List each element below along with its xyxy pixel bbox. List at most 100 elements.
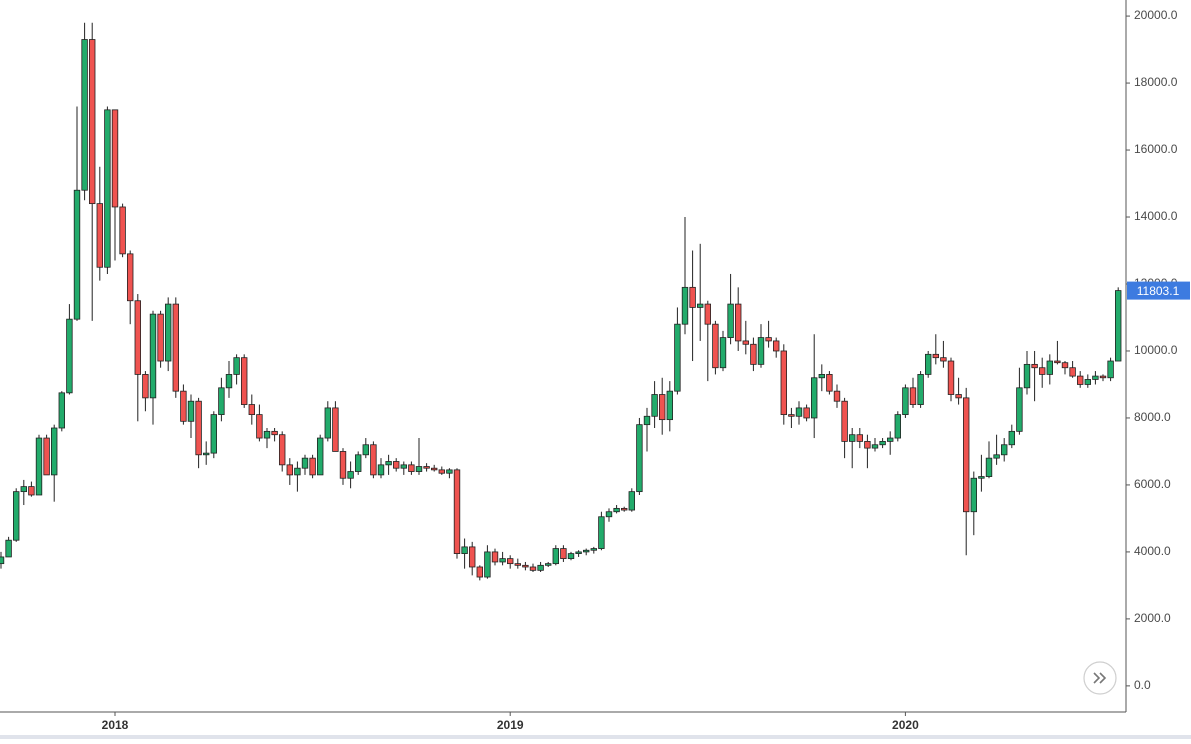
candle-body — [514, 563, 521, 566]
scroll-button[interactable] — [1083, 661, 1117, 695]
candle-body — [651, 394, 658, 417]
candle-body — [73, 189, 81, 320]
candle-body — [788, 414, 795, 417]
candle-body — [970, 477, 977, 513]
candle-body — [392, 461, 400, 469]
candle-body — [598, 516, 605, 549]
scroll-button-icon[interactable] — [1093, 672, 1107, 684]
candle-body — [1001, 444, 1008, 456]
candle-body — [879, 440, 886, 446]
candle-body — [294, 467, 301, 476]
candle-body — [978, 476, 985, 479]
candle-body — [104, 109, 111, 268]
candle-body — [947, 360, 955, 395]
candle-body — [1069, 367, 1076, 377]
candle-body — [955, 394, 962, 399]
candle-body — [43, 437, 50, 476]
candle-body — [408, 464, 415, 472]
candle-body — [119, 206, 126, 255]
candle-body — [339, 451, 347, 479]
y-tick-label: 8000.0 — [1134, 410, 1171, 424]
candle-body — [1099, 375, 1107, 379]
candle-body — [803, 407, 810, 419]
candle-body — [940, 357, 947, 362]
candle-body — [271, 430, 278, 436]
candle-body — [795, 407, 803, 417]
y-tick-label: 4000.0 — [1134, 544, 1171, 558]
candle-body — [833, 390, 841, 402]
candle-body — [28, 486, 35, 496]
y-tick-label: 10000.0 — [1134, 343, 1178, 357]
candle-body — [233, 357, 240, 375]
candle-body — [187, 400, 195, 422]
candle-body — [347, 471, 354, 479]
candle-body — [902, 387, 909, 416]
candle-body — [560, 548, 567, 560]
candle-body — [20, 486, 27, 493]
candle-body — [35, 437, 43, 496]
candle-body — [887, 437, 894, 442]
candle-body — [0, 556, 5, 565]
candle-body — [111, 109, 119, 208]
candle-body — [1023, 363, 1031, 389]
last-price-box — [1127, 281, 1190, 300]
candle-body — [263, 430, 271, 439]
candle-body — [856, 434, 863, 442]
candle-body — [963, 397, 970, 513]
candle-body — [127, 253, 134, 302]
y-tick-label: 2000.0 — [1134, 611, 1171, 625]
candle-body — [157, 313, 164, 362]
candle-body — [240, 357, 248, 405]
bottom-bar — [0, 735, 1191, 739]
candle-body — [210, 414, 217, 454]
candle-body — [575, 551, 582, 554]
candle-body — [765, 337, 772, 342]
candle-body — [818, 374, 825, 379]
candle-body — [506, 558, 514, 565]
y-tick-label: 14000.0 — [1134, 209, 1178, 223]
candle-body — [461, 546, 468, 554]
candle-body — [628, 491, 635, 511]
candle-body — [681, 286, 689, 325]
candle-body — [590, 548, 597, 551]
last-price-label: 11803.1 — [1137, 284, 1180, 298]
candle-body — [750, 343, 757, 365]
candle-body — [932, 353, 939, 359]
candle-body — [453, 469, 461, 554]
candle-body — [757, 337, 765, 365]
candle-body — [202, 452, 210, 456]
candle-body — [993, 454, 1000, 459]
candle-body — [142, 374, 149, 399]
candle-body — [674, 323, 681, 392]
candle-body — [1107, 360, 1114, 379]
y-tick-label: 20000.0 — [1134, 8, 1178, 22]
candle-body — [172, 303, 179, 392]
candle-body — [773, 340, 780, 352]
candle-body — [545, 563, 552, 566]
y-tick-label: 18000.0 — [1134, 75, 1178, 89]
candle-body — [370, 444, 377, 476]
candle-body — [1031, 363, 1038, 369]
candle-body — [354, 454, 362, 472]
candle-body — [636, 424, 643, 493]
candle-body — [332, 407, 339, 452]
x-tick-label: 2020 — [892, 718, 919, 732]
candle-body — [864, 440, 871, 449]
candle-body — [704, 303, 711, 325]
candle-body — [529, 566, 537, 571]
candle-body — [164, 303, 172, 362]
candle-body — [552, 548, 559, 565]
candle-body — [446, 469, 453, 474]
candle-body — [423, 466, 430, 469]
candle-body — [871, 444, 879, 449]
candle-body — [309, 457, 316, 476]
candle-body — [1054, 360, 1061, 364]
candle-body — [719, 337, 727, 369]
candle-body — [659, 394, 666, 421]
candle-body — [438, 469, 445, 474]
candle-body — [894, 414, 901, 439]
candle-body — [377, 464, 385, 476]
candle-body — [430, 467, 438, 471]
candle-body — [537, 564, 544, 571]
